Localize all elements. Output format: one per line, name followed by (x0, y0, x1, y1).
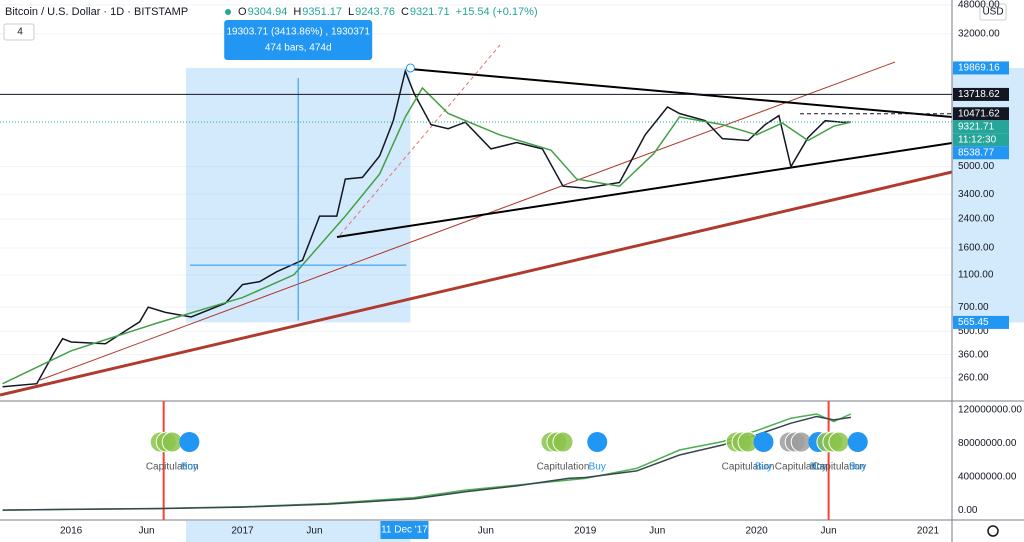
ohlc-value: 9351.17 (302, 6, 342, 18)
y-tick-label: 3400.00 (958, 189, 995, 200)
y-tick-label: 5000.00 (958, 161, 995, 172)
y-tick-label: 260.00 (958, 373, 989, 384)
signal-label: Capitulation (146, 462, 199, 473)
trend-line (336, 142, 953, 238)
price-label: 13718.62 (958, 89, 1000, 100)
indicator-toggle[interactable] (3, 23, 35, 41)
ohlc-change: +15.54 (+0.17%) (456, 6, 538, 18)
ohlc-key: H (293, 6, 301, 18)
x-tick-label: Jun (306, 526, 322, 537)
series-line (2, 86, 852, 385)
buy-marker (847, 432, 868, 452)
y-tick-label: 2400.00 (958, 214, 995, 225)
buy-marker (179, 432, 200, 452)
price-label: 19869.16 (958, 63, 1000, 74)
y-tick-label: 1600.00 (958, 243, 995, 254)
y-tick-label: 360.00 (958, 349, 989, 360)
signal-label: Capitulation (537, 462, 590, 473)
y-tick-label: 48000.00 (958, 0, 1000, 11)
ohlc-value: 9243.76 (355, 6, 395, 18)
x-tick-label: Jun (138, 526, 154, 537)
measure-point (405, 63, 415, 73)
indicator-count: 4 (17, 27, 23, 38)
trend-line (39, 61, 896, 381)
axis-highlight (185, 521, 411, 542)
y-tick-label: 80000000.00 (958, 438, 1017, 449)
capitulation-marker (161, 431, 183, 453)
y-tick-label: 1100.00 (958, 269, 994, 280)
ohlc-value: 9321.71 (410, 6, 450, 18)
price-label-bg (953, 87, 1009, 101)
trend-line (409, 68, 953, 118)
price-label-bg (953, 315, 1009, 329)
x-tick-label: 2021 (917, 526, 940, 537)
measure-text: 474 bars, 474d (265, 43, 332, 54)
x-tick-label: Jun (649, 526, 665, 537)
y-tick-label: 700.00 (958, 302, 989, 313)
series-line (2, 415, 852, 511)
price-label-bg (953, 120, 1009, 134)
signal-label: Capitulation (812, 462, 865, 473)
capitulation-marker (552, 431, 574, 453)
signal-label: Buy (810, 462, 827, 473)
crosshair-label-bg (380, 521, 429, 539)
capitulation-marker (790, 431, 812, 453)
signal-label: Capitulation (775, 462, 828, 473)
crosshair-label: 11 Dec '17 (381, 525, 428, 536)
currency-button[interactable] (979, 3, 1007, 21)
ohlc-key: C (401, 6, 409, 18)
status-dot (225, 9, 231, 15)
x-tick-label: 2020 (746, 526, 769, 537)
measure-tooltip (224, 20, 373, 60)
x-tick-label: Jun (821, 526, 837, 537)
capitulation-marker (828, 431, 850, 453)
trend-line (0, 170, 953, 397)
x-tick-label: 2017 (231, 526, 254, 537)
signal-label: Buy (849, 462, 866, 473)
price-label: 565.45 (958, 317, 989, 328)
price-label-bg (953, 146, 1009, 160)
y-tick-label: 0.00 (958, 505, 978, 516)
settings-icon[interactable] (987, 525, 999, 537)
countdown: 11:12:30 (958, 134, 997, 145)
x-tick-label: Jun (478, 526, 494, 537)
signal-label: Buy (181, 462, 198, 473)
y-tick-label: 32000.00 (958, 29, 1000, 40)
buy-marker (753, 432, 774, 452)
currency: USD (982, 7, 1003, 18)
y-tick-label: 500.00 (958, 326, 989, 337)
countdown-bg (953, 133, 1009, 147)
signal-label: Buy (589, 462, 606, 473)
ohlc-key: L (348, 6, 354, 18)
y-tick-label: 120000000.00 (958, 404, 1022, 415)
ohlc-key: O (238, 6, 247, 18)
signal-label: Buy (755, 462, 772, 473)
symbol-title: Bitcoin / U.S. Dollar · 1D · BITSTAMP (5, 6, 188, 18)
trend-line (339, 44, 501, 236)
signal-label: Capitulation (722, 462, 775, 473)
price-label: 9321.71 (958, 121, 995, 132)
price-label: 10471.62 (958, 108, 1000, 119)
buy-marker (587, 432, 608, 452)
price-label-bg (953, 61, 1009, 75)
measure-text: 19303.71 (3413.86%) , 1930371 (226, 27, 370, 38)
x-tick-label: 2016 (60, 526, 83, 537)
price-label: 8538.77 (958, 147, 995, 158)
x-tick-label: 2019 (574, 526, 597, 537)
price-label-bg (953, 107, 1009, 121)
y-tick-label: 40000000.00 (958, 471, 1017, 482)
ohlc-value: 9304.94 (248, 6, 288, 18)
series-line (2, 68, 851, 388)
